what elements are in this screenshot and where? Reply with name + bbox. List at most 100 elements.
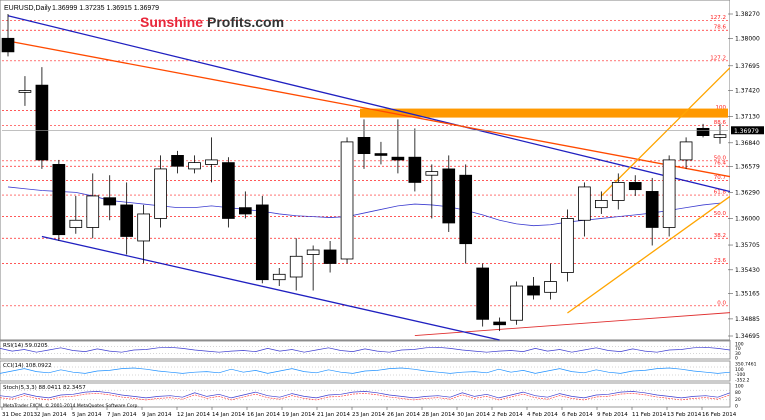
price-tick-label: 1.37695 [735,63,760,70]
candle-body-bull [306,249,320,255]
footer-label: MetaTrader FXCM, © 2001-2014 MetaQuotes … [3,402,139,409]
watermark-part1: Sunshine [140,14,203,30]
candle-body-bear [238,207,252,215]
fibonacci-layer: 127.278.6127.210088.650.076.470.761.850.… [2,15,728,306]
time-tick-label: 9 Jan 2014 [142,412,172,418]
long-ma-line [414,311,737,336]
candle [696,123,710,138]
candle-body-bear [171,155,184,167]
candle-body-bear [1,37,15,53]
candle-body-bull [578,186,591,221]
time-tick-label: 5 Jan 2014 [72,412,102,418]
candle-body-bear [493,321,506,326]
candle-body-bull [340,141,354,260]
candle-body-bull [205,159,218,165]
candle [1,14,15,57]
candle [544,263,557,300]
candle-body-bear [459,174,473,245]
fibo-label: 0.0 [717,300,726,306]
time-tick-label: 21 Jan 2014 [317,412,350,418]
candle-body-bull [188,162,201,170]
candle-body-bear [120,204,133,237]
time-tick-label: 16 Feb 2014 [702,412,737,418]
price-tick-label: 1.36290 [735,189,760,196]
candle-body-bear [408,156,422,183]
candle-body-bull [611,182,625,201]
resistance-zone-layer [360,108,728,118]
trendline-blue-lower [41,235,500,341]
candle [510,281,523,325]
main-panel [0,0,731,341]
candle-body-bull [510,285,523,321]
time-tick-label: 30 Jan 2014 [457,412,490,418]
indicator-line-rsi [0,346,731,353]
candle-body-bear [391,156,405,161]
time-tick-label: 26 Jan 2014 [387,412,420,418]
candle [154,155,167,228]
trendline-gold-up-upper [600,60,738,197]
fibo-label: 38.2 [714,233,726,239]
time-tick-label: 12 Jan 2014 [177,412,210,418]
candle [222,157,235,228]
candles-layer [1,14,727,332]
candle [238,191,252,219]
indicator-line-cci [0,367,731,374]
fibo-label: 78.6 [714,25,727,31]
candle-body-bull [69,219,83,228]
time-tick-label: 9 Feb 2014 [597,412,628,418]
resistance-zone [360,108,728,118]
time-tick-label: 13 Feb 2014 [667,412,702,418]
candle [306,245,320,291]
candle-body-bull [679,141,693,161]
candle [137,204,150,264]
candle-body-bull [425,171,439,176]
current-price-label: 1.36979 [734,128,759,135]
watermark-part2: Profits.com [207,14,284,30]
time-tick-label: 6 Feb 2014 [562,412,593,418]
candle [289,238,303,291]
candle [205,137,218,183]
price-tick-label: 1.36000 [735,215,760,222]
candle-body-bull [18,90,32,93]
time-tick-label: 4 Feb 2014 [527,412,558,418]
candle-body-bear [696,127,710,136]
candle [713,123,727,144]
indicator-scale-label: -100 [735,372,745,378]
candle-body-bull [154,168,167,219]
time-tick-label: 28 Jan 2014 [422,412,455,418]
candle-body-bull [713,134,727,138]
indicator-line-stoch [0,391,731,399]
time-tick-label: 7 Jan 2014 [107,412,137,418]
indicator-scale-label: 100 [735,367,744,373]
current-price-box [731,126,764,135]
trendline-blue-upper [7,15,738,194]
candle [69,195,83,234]
candle [357,119,371,169]
fibo-label: 127.2 [710,55,726,61]
candle [323,240,337,273]
indicator-scale-label: 100 [735,342,744,348]
watermark: Sunshine Profits.com [140,14,284,30]
price-tick-label: 1.35705 [735,242,760,249]
candle-body-bull [137,213,150,242]
candle [255,195,269,284]
fibo-label: 61.8 [714,190,727,196]
candle-body-bull [86,195,100,228]
candle [86,173,100,239]
candle [408,128,422,192]
symbol-label: EURUSD,Daily [4,5,52,12]
candle [493,317,506,332]
fibo-label: 70.7 [714,175,727,181]
indicator-scale-label: 100 [735,384,744,390]
price-tick-label: 1.34885 [735,316,760,323]
indicator-scale-label: 70 [735,346,741,352]
candle-body-bear [628,182,642,191]
price-tick-label: 1.35165 [735,291,760,298]
candle-body-bear [476,267,490,320]
price-tick-label: 1.36579 [735,163,760,170]
candle [611,173,625,210]
trendline-gold-up-lower [567,190,738,314]
candle-body-bear [442,168,456,224]
candle [171,150,184,174]
